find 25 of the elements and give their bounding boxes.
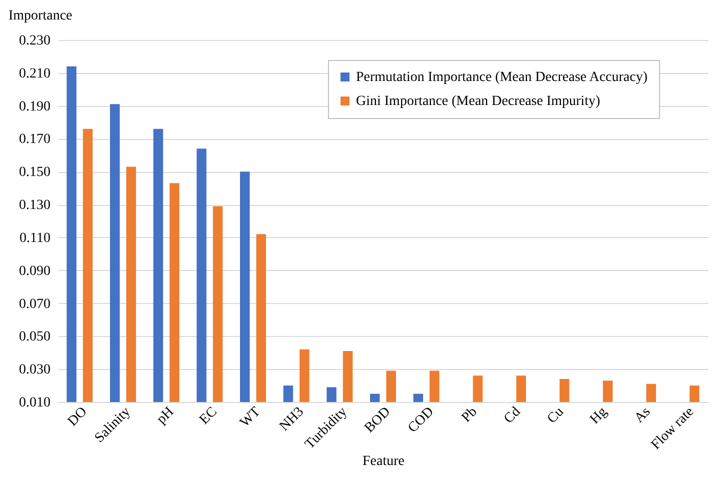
y-tick-label: 0.050 bbox=[19, 330, 50, 345]
x-tick-label: EC bbox=[197, 404, 220, 428]
y-tick-label: 0.230 bbox=[19, 34, 50, 48]
y-tick-label: 0.070 bbox=[19, 296, 50, 312]
y-tick-label: 0.110 bbox=[20, 230, 50, 246]
x-tick-label: As bbox=[632, 404, 654, 426]
y-tick-label: 0.150 bbox=[19, 165, 50, 180]
y-tick-label: 0.010 bbox=[19, 396, 50, 410]
x-tick-label: pH bbox=[154, 404, 177, 428]
y-axis-title: Importance bbox=[8, 8, 72, 24]
x-tick-label: WT bbox=[238, 404, 264, 430]
x-tick-label: Pb bbox=[459, 404, 480, 426]
y-tick-label: 0.130 bbox=[19, 198, 50, 214]
legend-label: Gini Importance (Mean Decrease Impurity) bbox=[356, 94, 600, 109]
y-tick-label: 0.030 bbox=[19, 362, 50, 378]
x-tick-label: Hg bbox=[588, 404, 610, 428]
y-tick-label: 0.210 bbox=[19, 66, 50, 82]
x-tick-label: DO bbox=[65, 404, 90, 430]
x-axis-title: Feature bbox=[362, 454, 404, 470]
y-tick-label: 0.190 bbox=[19, 99, 50, 114]
y-tick-label: 0.170 bbox=[19, 132, 50, 148]
x-tick-label: Cu bbox=[544, 404, 567, 427]
x-tick-label: Cd bbox=[501, 404, 524, 427]
legend-label: Permutation Importance (Mean Decrease Accuracy) bbox=[356, 70, 648, 85]
y-tick-label: 0.090 bbox=[19, 264, 50, 279]
